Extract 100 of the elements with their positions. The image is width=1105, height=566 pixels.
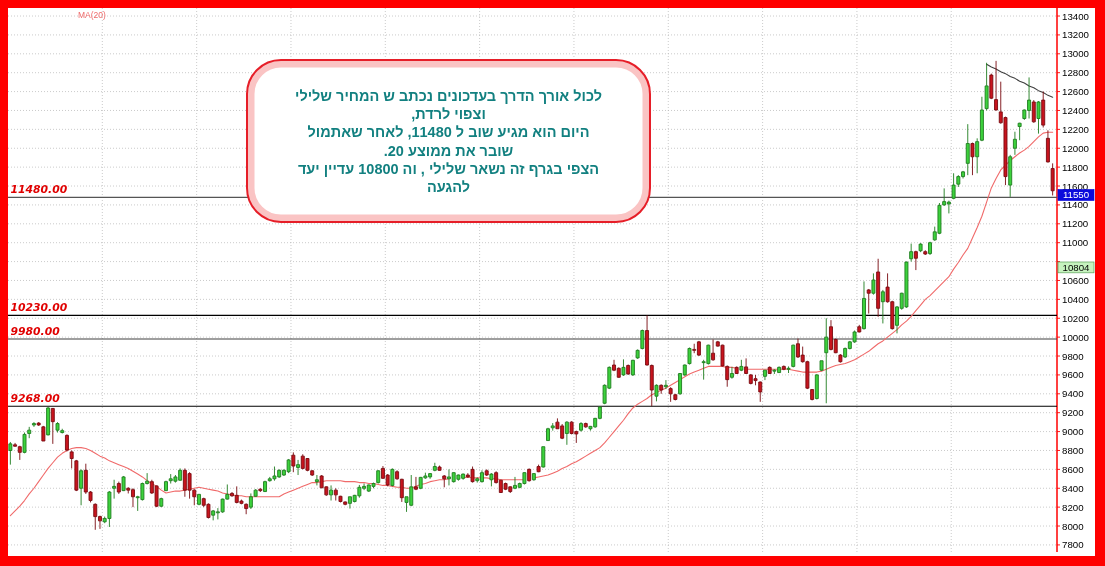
y-tick-label: 12000 bbox=[1062, 142, 1090, 154]
candlestick bbox=[1031, 99, 1036, 124]
y-tick-label: 9800 bbox=[1062, 350, 1085, 362]
y-tick-label: 11400 bbox=[1062, 199, 1089, 211]
candlestick bbox=[211, 509, 216, 521]
candlestick bbox=[819, 360, 824, 372]
ref-line-label: 11480.00 bbox=[10, 183, 68, 197]
candlestick bbox=[536, 464, 541, 473]
candlestick bbox=[522, 471, 527, 485]
candlestick bbox=[258, 487, 263, 493]
y-tick-label: 12800 bbox=[1062, 67, 1090, 79]
candlestick bbox=[918, 242, 923, 253]
candlestick bbox=[432, 462, 437, 472]
y-tick-label: 12600 bbox=[1062, 86, 1090, 98]
candlestick bbox=[621, 358, 626, 377]
candlestick bbox=[673, 393, 678, 401]
y-tick-label: 10400 bbox=[1062, 293, 1090, 305]
candlestick bbox=[729, 366, 734, 380]
text: 11550 bbox=[1062, 189, 1090, 201]
candlestick bbox=[116, 481, 121, 495]
candlestick bbox=[296, 459, 301, 476]
candlestick bbox=[36, 421, 41, 427]
y-tick-label: 11000 bbox=[1062, 237, 1089, 249]
candlestick bbox=[659, 383, 664, 395]
candlestick bbox=[640, 329, 645, 350]
candlestick bbox=[371, 482, 376, 489]
candlestick bbox=[866, 288, 871, 314]
y-tick-label: 12400 bbox=[1062, 104, 1090, 116]
candlestick bbox=[904, 261, 909, 309]
candlestick bbox=[197, 493, 201, 506]
candlestick bbox=[46, 406, 51, 436]
candlestick bbox=[734, 365, 739, 375]
candlestick bbox=[791, 344, 796, 368]
candlestick bbox=[305, 457, 310, 472]
y-tick-label: 10000 bbox=[1062, 331, 1090, 343]
candlestick bbox=[74, 459, 79, 492]
y-tick-label: 12200 bbox=[1062, 123, 1090, 135]
candlestick bbox=[329, 484, 334, 501]
annotation: היום הוא מגיע שוב ל 11480, לאחר שאתמול bbox=[306, 123, 591, 143]
y-tick-label: 11800 bbox=[1062, 161, 1089, 173]
candlestick bbox=[989, 73, 994, 100]
candlestick bbox=[546, 427, 550, 442]
candlestick bbox=[880, 289, 885, 324]
candlestick bbox=[50, 407, 55, 445]
candlestick bbox=[8, 441, 13, 466]
candlestick bbox=[772, 368, 777, 375]
candlestick bbox=[154, 484, 159, 508]
candlestick bbox=[951, 172, 956, 200]
text: 10804 bbox=[1062, 261, 1091, 273]
candlestick bbox=[579, 421, 583, 433]
y-tick-label: 8600 bbox=[1062, 463, 1085, 475]
candlestick bbox=[541, 446, 546, 468]
candlestick bbox=[786, 365, 791, 374]
candlestick bbox=[739, 359, 744, 372]
candlestick bbox=[1017, 122, 1022, 141]
candlestick bbox=[159, 497, 164, 508]
candlestick bbox=[753, 374, 758, 386]
y-tick-label: 8400 bbox=[1062, 482, 1085, 494]
candlestick bbox=[272, 466, 277, 482]
candlestick bbox=[970, 142, 975, 176]
y-tick-label: 8800 bbox=[1062, 444, 1085, 456]
candlestick bbox=[876, 258, 881, 318]
candlestick bbox=[711, 339, 716, 362]
ref-line-label: 9268.00 bbox=[10, 392, 61, 406]
candlestick bbox=[121, 475, 126, 492]
candlestick bbox=[390, 467, 395, 487]
candlestick bbox=[857, 324, 862, 333]
candlestick bbox=[909, 243, 914, 263]
candlestick bbox=[286, 458, 291, 474]
candlestick bbox=[314, 474, 319, 486]
candlestick bbox=[965, 123, 970, 176]
candlestick bbox=[630, 359, 635, 377]
candlestick bbox=[814, 373, 819, 400]
candlestick bbox=[767, 365, 772, 375]
candlestick bbox=[838, 353, 843, 364]
candlestick bbox=[758, 381, 763, 403]
candlestick bbox=[531, 472, 536, 482]
candlestick bbox=[206, 502, 211, 519]
candlestick bbox=[1041, 91, 1046, 128]
line-series bbox=[986, 63, 1054, 98]
candlestick bbox=[27, 426, 32, 439]
annotation: לכול אורך הדרך בעדכונים נכתב ש המחיר שלילי bbox=[294, 87, 603, 106]
candlestick bbox=[1036, 100, 1041, 135]
candlestick bbox=[668, 386, 673, 403]
candlestick bbox=[744, 357, 749, 375]
candlestick bbox=[626, 364, 631, 376]
candlestick bbox=[687, 347, 692, 365]
ref-line-label: 9980.00 bbox=[10, 325, 61, 339]
annotation: שובר את ממוצע 20. bbox=[382, 141, 515, 161]
candlestick bbox=[663, 379, 668, 390]
candlestick bbox=[862, 280, 866, 331]
candlestick bbox=[762, 369, 767, 381]
candlestick bbox=[527, 467, 532, 483]
y-tick-label: 11600 bbox=[1062, 180, 1089, 192]
candlestick bbox=[64, 433, 69, 452]
candlestick bbox=[263, 480, 267, 493]
candlestick bbox=[376, 469, 381, 484]
candlestick bbox=[69, 450, 74, 469]
candlestick bbox=[164, 480, 168, 492]
y-tick-label: 7800 bbox=[1062, 539, 1085, 551]
